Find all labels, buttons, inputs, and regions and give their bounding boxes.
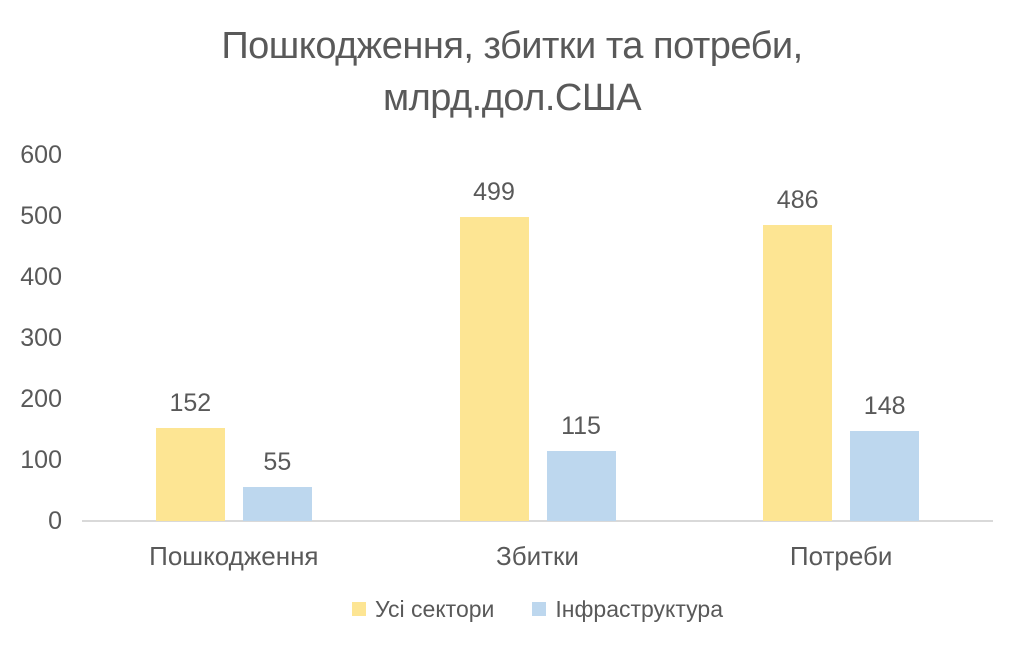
y-tick-label-600: 600 xyxy=(20,141,62,169)
data-label-series2-category3: 148 xyxy=(863,391,906,420)
legend-label-2: Інфраструктура xyxy=(555,596,723,622)
legend-swatch-icon xyxy=(351,602,366,616)
bar-series2-category3 xyxy=(850,430,920,521)
data-label-series2-category2: 115 xyxy=(561,411,601,440)
bar-series2-category1 xyxy=(242,487,312,521)
category-label-1: Пошкодження xyxy=(149,541,319,571)
y-tick-label-200: 200 xyxy=(20,385,62,413)
bar-series1-category3 xyxy=(763,224,833,521)
chart-title-line1: Пошкодження, збитки та потреби, xyxy=(221,25,803,67)
category-label-3: Потреби xyxy=(789,541,893,571)
chart-title: Пошкодження, збитки та потреби, млрд.дол… xyxy=(0,20,1024,124)
y-tick-label-0: 0 xyxy=(48,507,62,535)
legend-swatch-icon xyxy=(532,602,547,616)
legend-label-1: Усі сектори xyxy=(374,596,495,622)
bar-series1-category2 xyxy=(459,216,529,521)
y-tick-label-100: 100 xyxy=(20,446,62,474)
category-label-2: Збитки xyxy=(496,541,579,571)
bar-series2-category2 xyxy=(546,450,616,521)
data-label-series2-category1: 55 xyxy=(263,448,292,477)
chart-title-line2: млрд.дол.США xyxy=(382,77,642,119)
legend-item-1: Усі сектори xyxy=(351,596,495,622)
x-axis-line xyxy=(82,520,993,522)
data-label-series1-category2: 499 xyxy=(473,177,515,206)
y-tick-label-400: 400 xyxy=(20,263,62,291)
data-label-series1-category3: 486 xyxy=(776,185,819,214)
y-tick-label-300: 300 xyxy=(20,324,62,352)
bar-series1-category1 xyxy=(155,428,225,521)
legend-item-2: Інфраструктура xyxy=(532,597,723,621)
legend: Усі сектори Інфраструктура xyxy=(82,597,993,621)
y-tick-label-500: 500 xyxy=(20,202,62,230)
data-label-series1-category1: 152 xyxy=(169,389,212,418)
